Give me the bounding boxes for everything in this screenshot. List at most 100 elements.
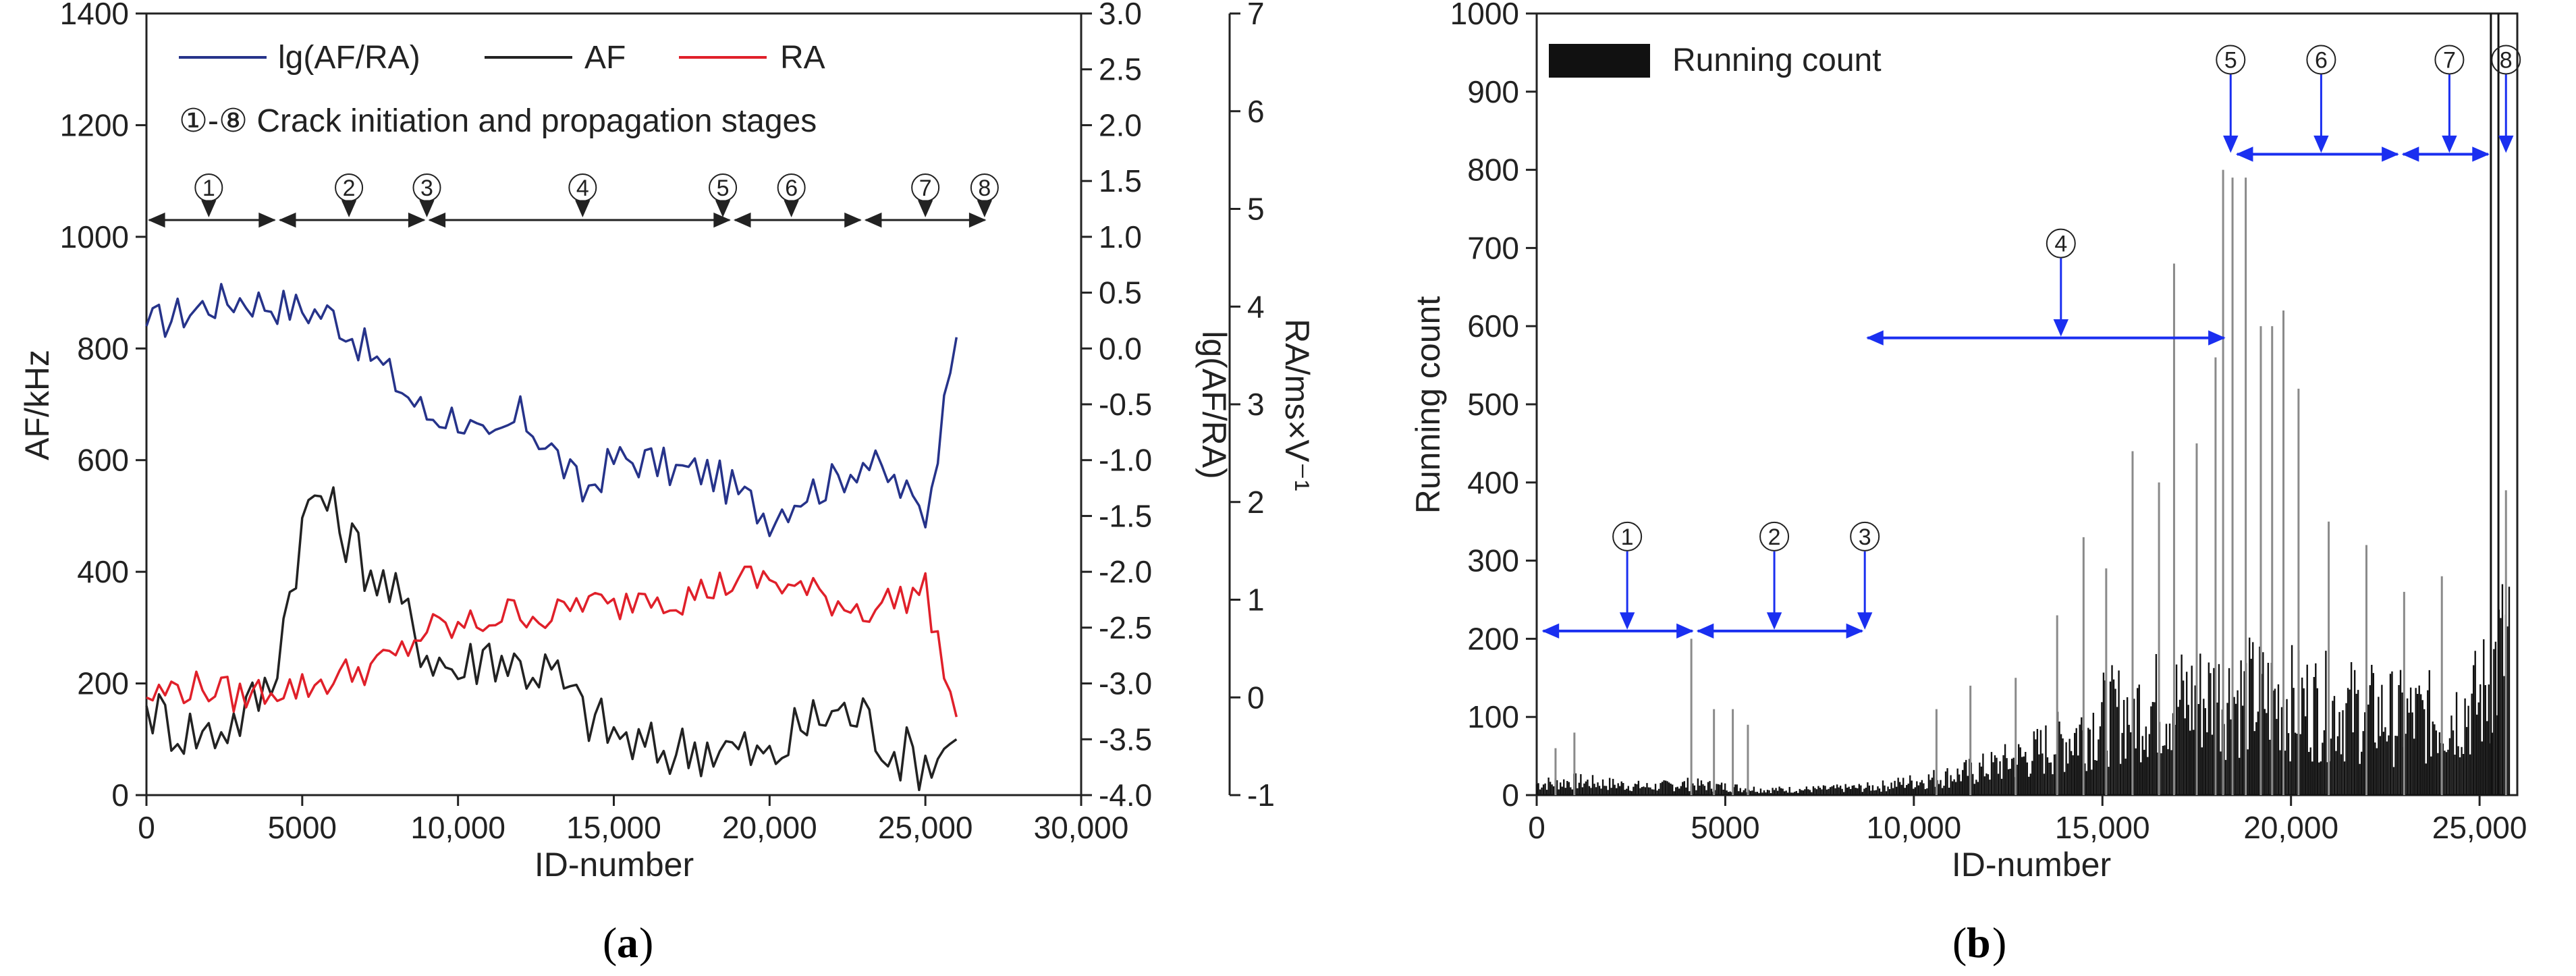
panel-b-y-tick-label: 500	[1467, 387, 1519, 422]
legend-label-af: AF	[584, 40, 626, 76]
panel-a-y-right1-tick-label: 1.0	[1099, 219, 1142, 254]
panel-a-y-right1-tick-label: -0.5	[1099, 387, 1152, 422]
panel-b-y-tick-label: 200	[1467, 621, 1519, 656]
panel-a-stage-arrowhead	[968, 212, 987, 228]
panel-a-y-right2-tick-label: 7	[1247, 0, 1265, 31]
panel-a-chart: 0 5000 10,000 15,000 20,000 25,000 30,000 0 200 4…	[18, 0, 1316, 967]
panel-b-stage-arrowhead	[1696, 623, 1714, 639]
panel-b-stage-number: 6	[2315, 47, 2328, 73]
panel-a-x-tick-label: 15,000	[566, 810, 661, 845]
panel-a-caption-letter: a	[617, 919, 638, 967]
panel-b-stage-number: 4	[2054, 232, 2067, 257]
panel-a-y-right1-tick-label: 0.0	[1099, 331, 1142, 366]
panel-a-y-left-tick-label: 600	[77, 443, 129, 478]
panel-a-stage-number: 7	[919, 175, 932, 201]
panel-a-y-right2-tick-label: 5	[1247, 192, 1265, 227]
panel-b-stage-arrowhead	[1541, 623, 1560, 639]
panel-b-legend: Running count	[1549, 43, 1882, 78]
panel-a-stage-arrowhead	[713, 212, 731, 228]
panel-b-x-tick-label: 0	[1528, 810, 1545, 845]
panel-a-stage-pointer-head	[341, 200, 357, 218]
panel-b-y-tick-label: 800	[1467, 153, 1519, 188]
panel-a-y-right1-tick-label: 0.5	[1099, 275, 1142, 310]
panel-b-plot-frame	[1535, 12, 2519, 796]
panel-a-stage-pointer-head	[419, 200, 435, 218]
panel-b-y-tick-label: 600	[1467, 308, 1519, 344]
panel-a-stage-pointer-head	[784, 200, 799, 218]
panel-a-y-left-tick-label: 0	[111, 778, 129, 813]
panel-b-caption-open: (	[1952, 919, 1967, 967]
panel-a-stage-arrowhead	[278, 212, 296, 228]
panel-a-y-left-tick-label: 1200	[60, 107, 129, 142]
panel-b-stage-arrowhead	[1846, 623, 1864, 639]
panel-a-y-left-tick-label: 200	[77, 666, 129, 701]
panel-b-stage-arrowhead	[2382, 146, 2399, 162]
panel-a-stage-arrowhead	[864, 212, 882, 228]
panel-a-stage-arrowhead	[428, 212, 446, 228]
panel-b-stage-number: 8	[2500, 47, 2513, 73]
panel-a-stage-pointer-head	[575, 200, 591, 218]
panel-a-y-right1-tick-label: 2.5	[1099, 52, 1142, 87]
panel-b-y-tick-label: 100	[1467, 699, 1519, 734]
panel-b-x-tick-label: 20,000	[2243, 810, 2338, 845]
panel-a-stage-arrowhead	[844, 212, 862, 228]
panel-a-x-tick-label: 10,000	[410, 810, 505, 845]
panel-a-y-left-tick-label: 1400	[60, 0, 129, 31]
panel-b-y-label: Running count	[1409, 296, 1447, 514]
panel-a-y-left-label: AF/kHz	[18, 350, 56, 460]
panel-b-y-tick-label: 0	[1502, 778, 1519, 813]
panel-a-legend: lg(AF/RA) AF RA ①-⑧ Crack initiation and…	[179, 40, 825, 139]
panel-a-stage-arrowhead	[258, 212, 276, 228]
panel-b-x-tick-label: 10,000	[1866, 810, 1961, 845]
panel-b-stage-arrowhead	[1676, 623, 1694, 639]
panel-b-stage-number: 1	[1621, 524, 1634, 550]
panel-a-y-right2-tick-label: 4	[1247, 289, 1265, 324]
panel-b-stage-pointer-head	[2498, 135, 2514, 153]
panel-a-stage-pointer-head	[977, 200, 993, 218]
panel-b-stage-arrowhead	[2235, 146, 2253, 162]
panel-a-y-right2-tick-label: 6	[1247, 94, 1265, 129]
panel-b-stage-number: 5	[2224, 47, 2237, 73]
panel-b-stage-circle	[2046, 228, 2076, 259]
panel-b-stage-circle	[1612, 521, 1643, 551]
legend-stage-note: ①-⑧ Crack initiation and propagation sta…	[179, 103, 817, 139]
panel-a-y-left-tick-label: 400	[77, 554, 129, 589]
panel-a-y-left-tick-label: 800	[77, 331, 129, 366]
panel-a-stage-pointer-head	[201, 200, 217, 218]
panel-a-y-right1-tick-label: -1.0	[1099, 443, 1152, 478]
panel-a-series-af	[145, 486, 958, 792]
panel-a-stage-number: 5	[717, 175, 730, 201]
panel-a-caption-open: (	[603, 919, 617, 967]
panel-a-y-right1-tick-label: 2.0	[1099, 107, 1142, 142]
panel-b-y-tick-label: 900	[1467, 74, 1519, 109]
legend-label-lg: lg(AF/RA)	[278, 40, 420, 76]
panel-b-stage-pointer-head	[2313, 135, 2329, 153]
panel-a-stage-arrowhead	[408, 212, 426, 228]
panel-b-y-tick-label: 1000	[1450, 0, 1519, 31]
panel-a-y-right2-tick-label: 3	[1247, 387, 1265, 422]
panel-a-y-right1-label: lg(AF/RA)	[1195, 331, 1233, 479]
panel-b-stage-number: 3	[1859, 524, 1871, 550]
panel-a-y-right1-tick-label: 1.5	[1099, 163, 1142, 198]
panel-a-y-right1-tick-label: -3.0	[1099, 666, 1152, 701]
panel-b-stage-circle	[2491, 45, 2521, 75]
panel-b-x-tick-label: 15,000	[2055, 810, 2150, 845]
panel-b-y-tick-label: 700	[1467, 230, 1519, 265]
panel-a-y-right1-tick-label: -2.0	[1099, 554, 1152, 589]
panel-a-stage-pointer-head	[715, 200, 731, 218]
panel-a-y-right2-tick-label: 2	[1247, 485, 1265, 520]
panel-b-stage-pointer-head	[2442, 135, 2457, 153]
panel-a-y-right1-tick-label: -3.5	[1099, 722, 1152, 757]
panel-b-caption-letter: b	[1967, 919, 1991, 967]
panel-a-stage-number: 1	[202, 175, 215, 201]
panel-b-stage-circle	[2306, 45, 2336, 75]
panel-a-y-right2-tick-label: 0	[1247, 680, 1265, 715]
panel-b-x-tick-label: 5000	[1691, 810, 1759, 845]
panel-b-stage-circle	[2216, 45, 2246, 75]
panel-a-y-right1-tick-label: -2.5	[1099, 610, 1152, 645]
panel-a-stage-number: 6	[785, 175, 798, 201]
panel-a-stage-arrowhead	[733, 212, 751, 228]
panel-b-stage-circle	[1850, 521, 1880, 551]
panel-b-stage-circle	[2434, 45, 2465, 75]
